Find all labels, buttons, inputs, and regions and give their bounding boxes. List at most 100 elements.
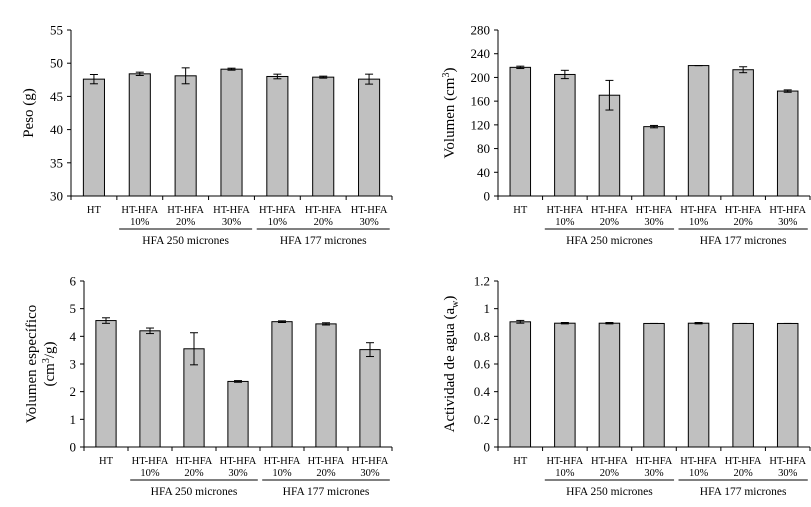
y-tick-label: 35 [50, 155, 63, 170]
error-bar [605, 322, 614, 325]
x-tick-label: HT-HFA [259, 205, 296, 216]
x-tick-label-line2: 20% [600, 468, 620, 479]
x-tick-label-line2: 10% [689, 217, 709, 228]
bar [95, 320, 117, 448]
bar [271, 321, 293, 448]
y-tick-label: 280 [471, 23, 491, 38]
x-tick-label: HT [87, 205, 102, 216]
x-tick-label: HT [99, 456, 114, 467]
y-tick-label: 0.8 [474, 329, 490, 344]
y-axis-title-line2: (cm3/g) [41, 342, 58, 387]
error-bar [739, 66, 748, 74]
bar [554, 73, 576, 197]
x-tick-label-line2: 10% [689, 468, 709, 479]
y-tick-label: 50 [50, 56, 63, 71]
x-tick-label-line2: 30% [778, 217, 798, 228]
bar [509, 66, 532, 197]
x-tick-label-line2: 10% [130, 217, 150, 228]
bar [776, 90, 799, 197]
error-bar [560, 69, 569, 80]
error-bar [234, 380, 242, 383]
group-label: HFA 177 micrones [283, 486, 370, 498]
error-bar [605, 79, 614, 111]
error-bar [783, 89, 792, 93]
bar [227, 380, 249, 448]
x-tick-label: HT [513, 456, 528, 467]
y-tick-label: 0 [70, 440, 77, 455]
x-tick-label-line2: 20% [734, 468, 754, 479]
bar [732, 69, 754, 197]
group-label: HFA 177 micrones [700, 235, 787, 247]
x-tick-label: HT-HFA [769, 456, 806, 467]
x-tick-label: HT-HFA [725, 205, 762, 216]
error-bar [135, 71, 144, 76]
x-tick-label-line2: 20% [734, 217, 754, 228]
y-tick-label: 6 [70, 274, 77, 289]
x-tick-label: HT [513, 205, 528, 216]
error-bar [319, 75, 328, 79]
y-tick-label: 45 [50, 89, 63, 104]
y-tick-label: 30 [50, 189, 63, 204]
x-tick-label: HT-HFA [308, 456, 345, 467]
error-bar [102, 317, 110, 324]
bar [509, 321, 532, 448]
error-bar [190, 332, 198, 366]
x-tick-label: HT-HFA [680, 456, 717, 467]
y-tick-label: 55 [50, 23, 63, 38]
y-axis-title: Volumen específico [24, 305, 40, 423]
y-tick-label: 4 [70, 329, 77, 344]
error-bar [227, 67, 236, 71]
group-label: HFA 250 micrones [566, 486, 653, 498]
actividad-agua-chart: 00.20.40.60.811.2HT HT-HFA10%HT-HFA20%HT-… [442, 274, 811, 498]
x-tick-label: HT-HFA [591, 205, 628, 216]
x-tick-label-line2: 20% [176, 217, 196, 228]
x-tick-label-line2: 10% [555, 217, 575, 228]
y-tick-label: 1.2 [474, 274, 490, 289]
y-tick-label: 0.6 [474, 357, 491, 372]
y-tick-label: 200 [471, 70, 491, 85]
x-tick-label: HT-HFA [636, 205, 673, 216]
x-tick-label: HT-HFA [121, 205, 158, 216]
x-tick-label: HT-HFA [220, 456, 257, 467]
x-tick-label-line2: 30% [359, 217, 379, 228]
group-label: HFA 250 micrones [142, 235, 229, 247]
y-tick-label: 5 [70, 301, 77, 316]
error-bar [516, 65, 525, 70]
y-tick-label: 40 [50, 122, 63, 137]
x-tick-label-line2: 30% [778, 468, 798, 479]
y-tick-label: 2 [70, 384, 77, 399]
x-tick-label: HT-HFA [591, 456, 628, 467]
group-label: HFA 250 micrones [566, 235, 653, 247]
bar [220, 68, 243, 197]
x-tick-label: HT-HFA [176, 456, 213, 467]
x-tick-label: HT-HFA [725, 456, 762, 467]
x-tick-label-line2: 10% [268, 217, 288, 228]
error-bar [516, 319, 525, 324]
group-label: HFA 177 micrones [700, 486, 787, 498]
bar [643, 322, 665, 448]
x-tick-label-line2: 20% [316, 468, 336, 479]
bar [598, 322, 621, 448]
error-bar [650, 124, 658, 129]
group-label: HFA 250 micrones [151, 486, 238, 498]
x-tick-label: HT-HFA [213, 205, 250, 216]
x-tick-label: HT-HFA [680, 205, 717, 216]
error-bar [273, 73, 282, 80]
error-bar [560, 322, 569, 325]
x-tick-label-line2: 30% [222, 217, 242, 228]
error-bar [365, 73, 374, 85]
bar [643, 126, 665, 197]
x-tick-label-line2: 10% [140, 468, 160, 479]
bar [312, 76, 335, 197]
y-tick-label: 1 [484, 301, 491, 316]
error-bar [322, 322, 330, 326]
x-tick-label-line2: 30% [644, 468, 664, 479]
bar [359, 349, 381, 448]
x-tick-label-line2: 30% [644, 217, 664, 228]
y-tick-label: 1 [70, 412, 77, 427]
bar [174, 75, 197, 197]
bar [358, 78, 381, 197]
